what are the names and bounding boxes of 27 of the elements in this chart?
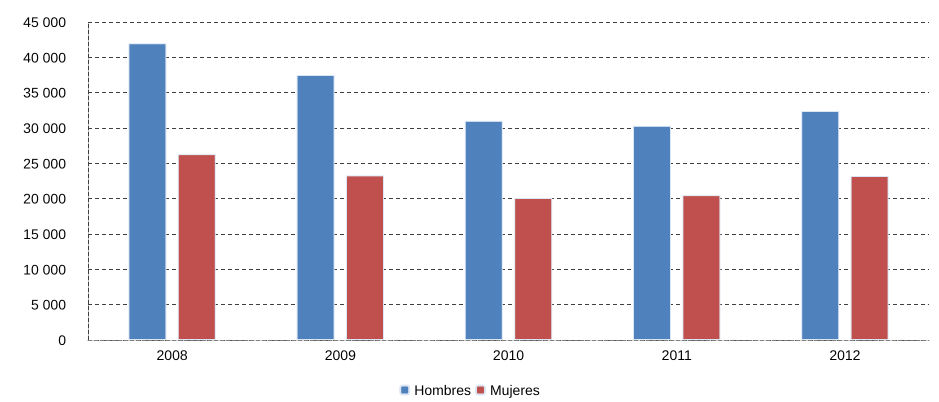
y-tick-label: 10 000 <box>23 261 66 278</box>
bar <box>464 120 503 340</box>
x-tick-label: 2010 <box>492 347 524 363</box>
y-tick-label: 0 <box>58 332 66 348</box>
bar <box>633 126 671 340</box>
x-tick-label: 2008 <box>156 347 188 363</box>
y-tick-label: 15 000 <box>23 226 66 242</box>
bar <box>514 198 552 340</box>
legend-label: Mujeres <box>490 382 540 398</box>
bar <box>128 43 166 340</box>
y-tick-label: 20 000 <box>23 190 66 207</box>
bar <box>801 111 840 340</box>
bar <box>296 75 335 340</box>
y-tick-label: 5 000 <box>30 296 66 313</box>
legend-label: Hombres <box>414 382 472 398</box>
x-tick-label: 2009 <box>324 347 356 363</box>
x-tick-label: 2011 <box>662 347 692 363</box>
bar <box>682 195 720 340</box>
y-tick-label: 45 000 <box>23 14 66 30</box>
y-tick-label: 30 000 <box>23 120 66 136</box>
bar <box>850 176 889 340</box>
bar <box>178 154 216 340</box>
y-tick-label: 40 000 <box>23 49 66 66</box>
y-tick-label: 35 000 <box>23 84 66 101</box>
x-tick-label: 2012 <box>829 347 861 363</box>
y-tick-label: 25 000 <box>23 155 66 172</box>
bar <box>346 175 384 340</box>
